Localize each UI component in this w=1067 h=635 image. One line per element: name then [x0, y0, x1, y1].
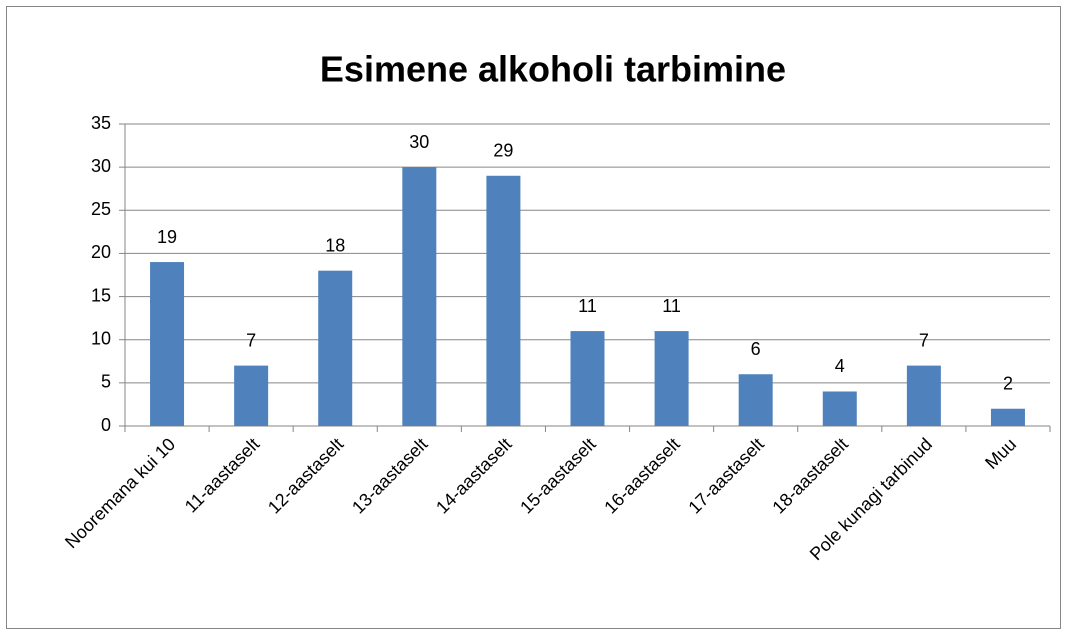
- data-label: 19: [157, 227, 177, 247]
- data-label: 7: [919, 330, 929, 350]
- data-label: 30: [409, 132, 429, 152]
- y-tick-label: 5: [101, 372, 111, 392]
- data-label: 29: [493, 141, 513, 161]
- data-label: 6: [751, 339, 761, 359]
- bar: [738, 374, 773, 426]
- data-label: 7: [246, 330, 256, 350]
- bar: [318, 270, 353, 426]
- data-label: 11: [578, 296, 597, 316]
- bar: [570, 331, 605, 426]
- bar: [234, 365, 269, 426]
- data-label: 4: [835, 356, 845, 376]
- y-tick-label: 30: [91, 156, 111, 176]
- y-tick-label: 25: [91, 199, 111, 219]
- bar: [486, 175, 521, 426]
- data-label: 2: [1003, 373, 1013, 393]
- bar: [906, 365, 941, 426]
- bar: [150, 262, 185, 426]
- bar: [654, 331, 689, 426]
- y-tick-label: 10: [91, 328, 111, 348]
- y-tick-label: 35: [91, 113, 111, 133]
- bar: [990, 408, 1025, 426]
- bar: [822, 391, 857, 426]
- bar: [402, 167, 437, 426]
- data-label: 11: [662, 296, 681, 316]
- y-tick-label: 0: [101, 415, 111, 435]
- y-tick-label: 20: [91, 242, 111, 262]
- y-tick-label: 15: [91, 285, 111, 305]
- chart-title: Esimene alkoholi tarbimine: [320, 49, 786, 90]
- data-label: 18: [325, 235, 345, 255]
